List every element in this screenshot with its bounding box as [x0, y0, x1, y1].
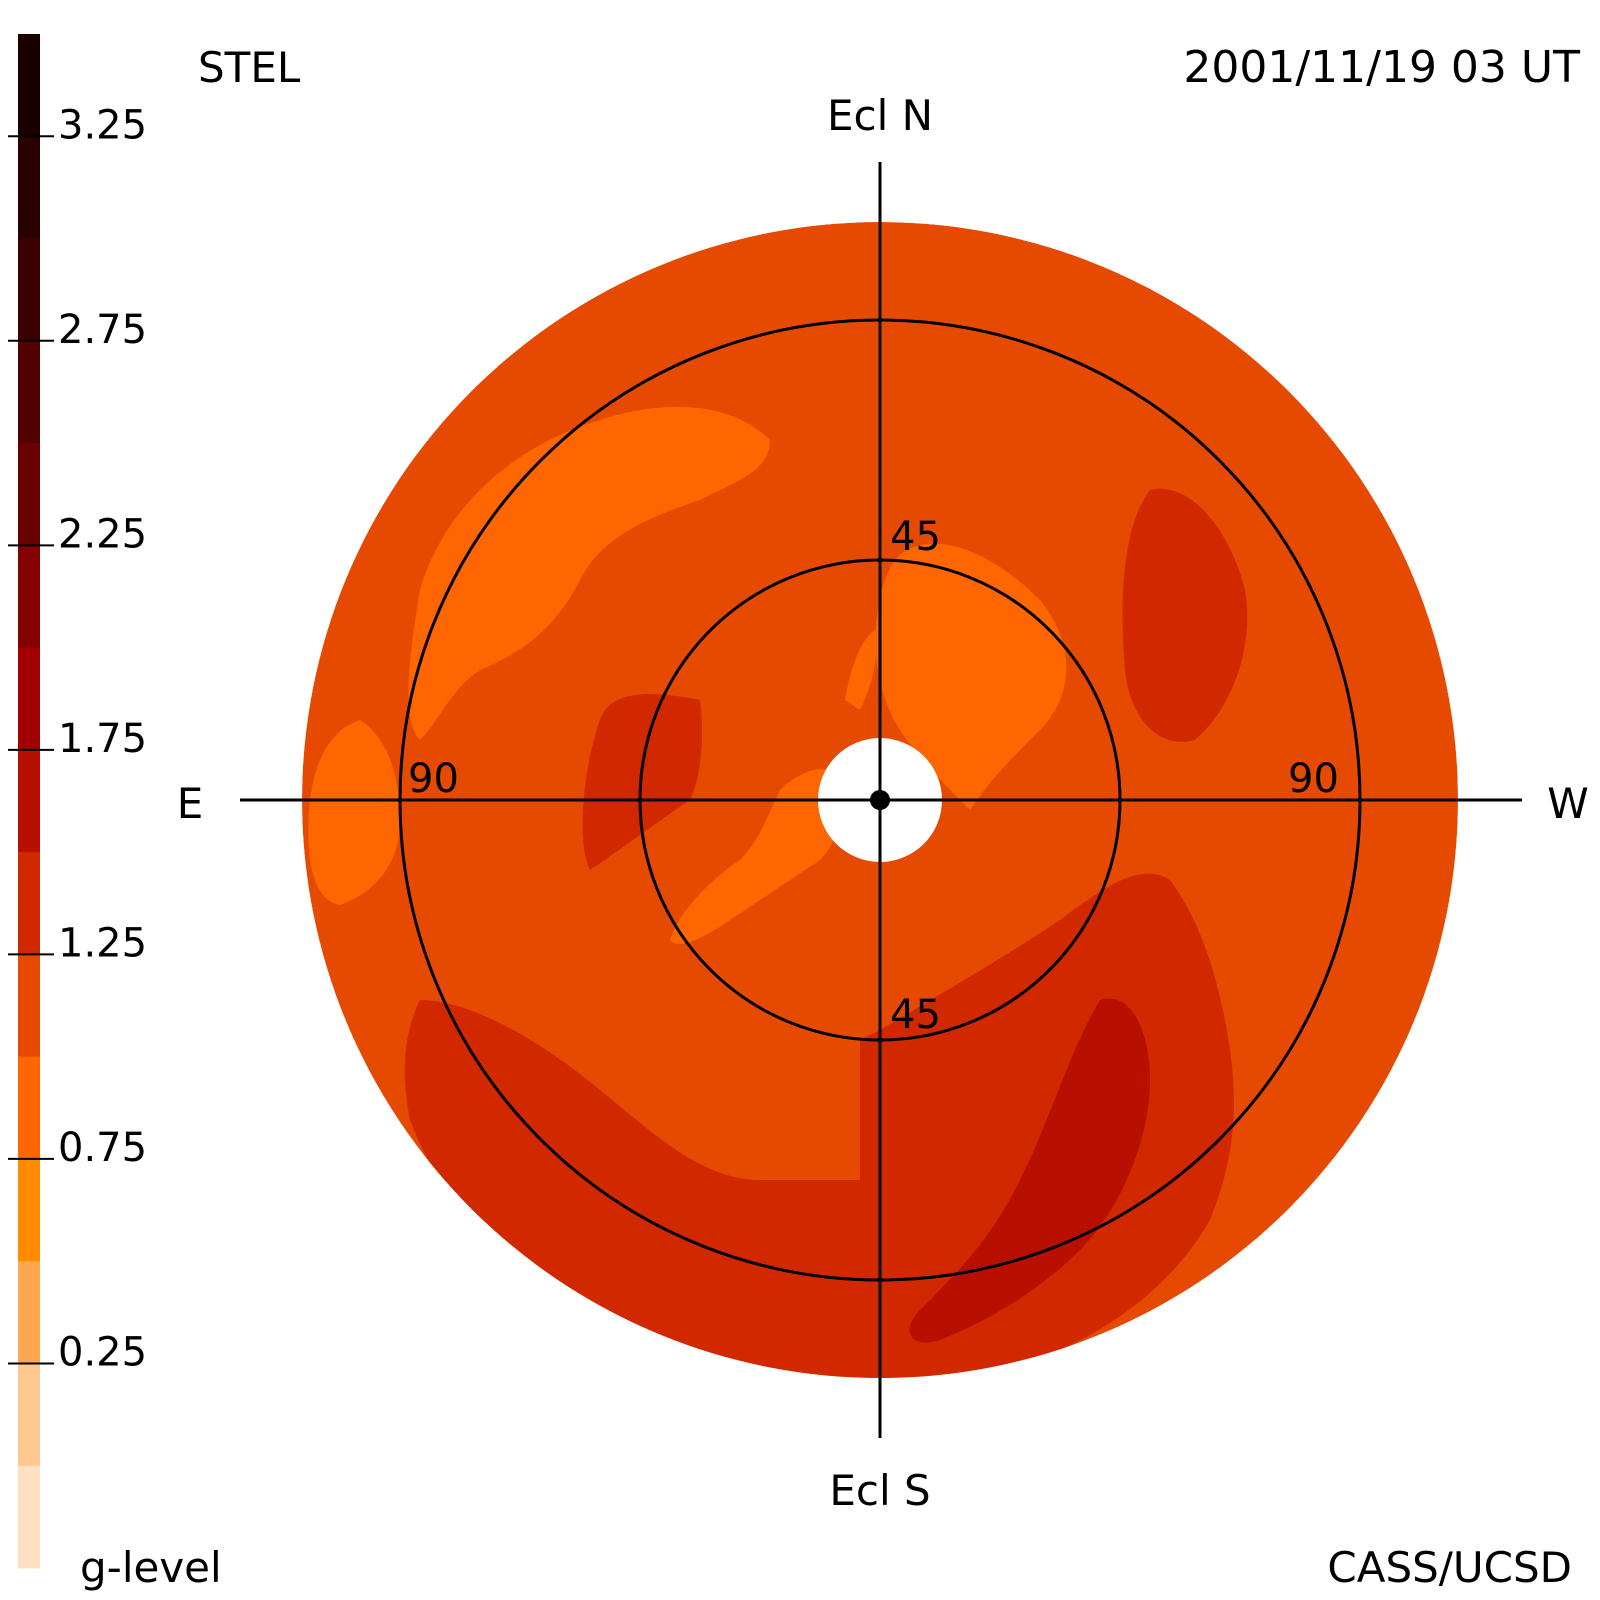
- sky-disk: [302, 222, 1458, 1378]
- east-label: E: [177, 779, 204, 828]
- bright-region-far-left: [308, 720, 400, 905]
- colorbar-band: [18, 545, 40, 649]
- colorbar-tick-label: 1.25: [58, 920, 147, 966]
- colorbar-band: [18, 238, 40, 342]
- colorbar-tick-label: 2.75: [58, 307, 147, 353]
- bright-region-center: [875, 543, 1067, 810]
- colorbar-band: [18, 1261, 40, 1364]
- ring-label-90-left: 90: [408, 756, 459, 802]
- dark-region-upper-right: [1122, 488, 1248, 742]
- ecliptic-south-label: Ecl S: [829, 1466, 930, 1515]
- colorbar-band: [18, 136, 40, 240]
- colorbar-title: g-level: [80, 1543, 222, 1592]
- colorbar-band: [18, 1465, 40, 1569]
- colorbar-tick-label: 2.25: [58, 511, 147, 557]
- colorbar-band: [18, 1363, 40, 1467]
- colorbar-band: [18, 647, 40, 751]
- bright-region-center-sw: [670, 769, 842, 944]
- dark-region-lower-left: [404, 1000, 860, 1378]
- bright-region-upper-left: [408, 406, 770, 740]
- dark-region-left: [582, 694, 702, 870]
- west-label: W: [1547, 779, 1589, 828]
- ecliptic-north-label: Ecl N: [827, 91, 933, 140]
- timestamp-label: 2001/11/19 03 UT: [1183, 42, 1580, 93]
- ring-label-90-right: 90: [1288, 756, 1339, 802]
- ring-label-45-bottom: 45: [890, 992, 941, 1038]
- colorbar-tick-label: 3.25: [58, 102, 147, 148]
- colorbar-tick-label: 1.75: [58, 716, 147, 762]
- bright-region-spoke: [845, 630, 877, 710]
- colorbar-band: [18, 1056, 40, 1160]
- colorbar-tick-label: 0.25: [58, 1329, 147, 1375]
- colorbar-band: [18, 954, 40, 1058]
- colorbar-band: [18, 852, 40, 955]
- ring-label-45-top: 45: [890, 514, 941, 560]
- colorbar-tick-label: 0.75: [58, 1125, 147, 1171]
- instrument-label: STEL: [198, 43, 301, 92]
- colorbar-band: [18, 34, 40, 137]
- colorbar-band: [18, 340, 40, 444]
- colorbar-band: [18, 749, 40, 853]
- colorbar-band: [18, 1158, 40, 1262]
- colorbar: 3.25 2.75 2.25 1.75 1.25 0.75 0.25: [8, 34, 147, 1569]
- credit-label: CASS/UCSD: [1327, 1543, 1572, 1592]
- darkest-region-lower-right: [909, 998, 1150, 1343]
- colorbar-band: [18, 443, 40, 546]
